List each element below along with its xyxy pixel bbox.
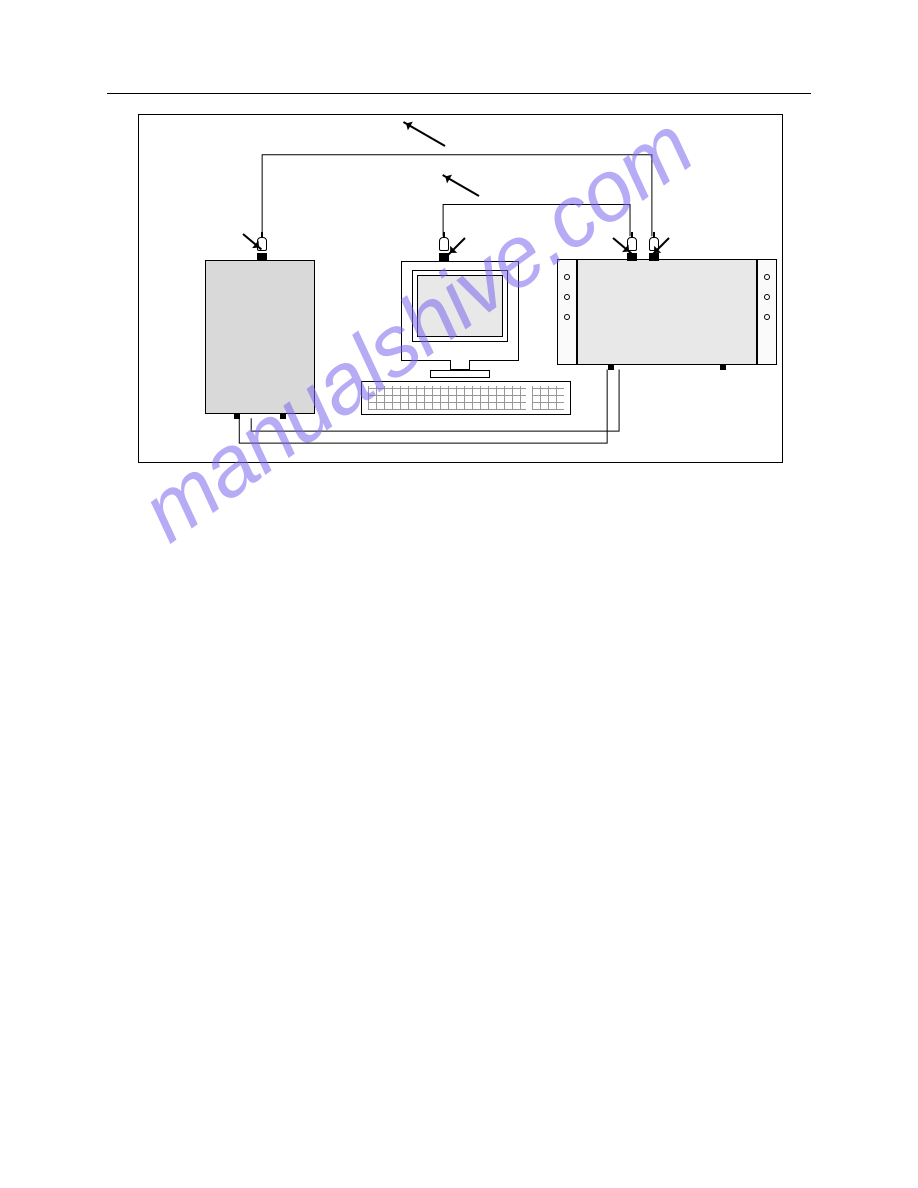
device-left [205,260,315,414]
computer-keyboard [361,381,571,415]
flange-hole-icon [564,294,570,300]
foot-icon [280,413,286,419]
callout-arrow-icon [447,237,465,255]
device-right-feet [578,364,756,370]
monitor-base [430,370,490,378]
keyboard-numpad-icon [532,386,564,410]
flange-hole-icon [764,314,770,320]
foot-icon [608,364,614,370]
callout-arrow-icon [403,121,446,147]
rack-flange-left [557,259,577,365]
monitor-screen [417,275,503,337]
computer-monitor [401,261,519,361]
foot-icon [234,413,240,419]
foot-icon [720,364,726,370]
keyboard-keys-icon [368,386,526,410]
flange-hole-icon [764,294,770,300]
diagram-frame [138,114,783,463]
header-rule [107,93,811,94]
monitor-bezel [412,270,508,342]
callout-arrow-icon [242,233,262,250]
callout-arrow-icon [442,174,479,197]
device-right [577,259,757,365]
monitor-neck [450,360,470,370]
flange-hole-icon [564,274,570,280]
rack-flange-right [757,259,777,365]
flange-hole-icon [764,274,770,280]
device-left-feet [206,413,314,419]
flange-hole-icon [564,314,570,320]
page: manualshive.com [0,0,918,1188]
